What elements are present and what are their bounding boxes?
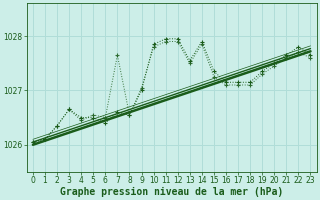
X-axis label: Graphe pression niveau de la mer (hPa): Graphe pression niveau de la mer (hPa) [60, 186, 283, 197]
